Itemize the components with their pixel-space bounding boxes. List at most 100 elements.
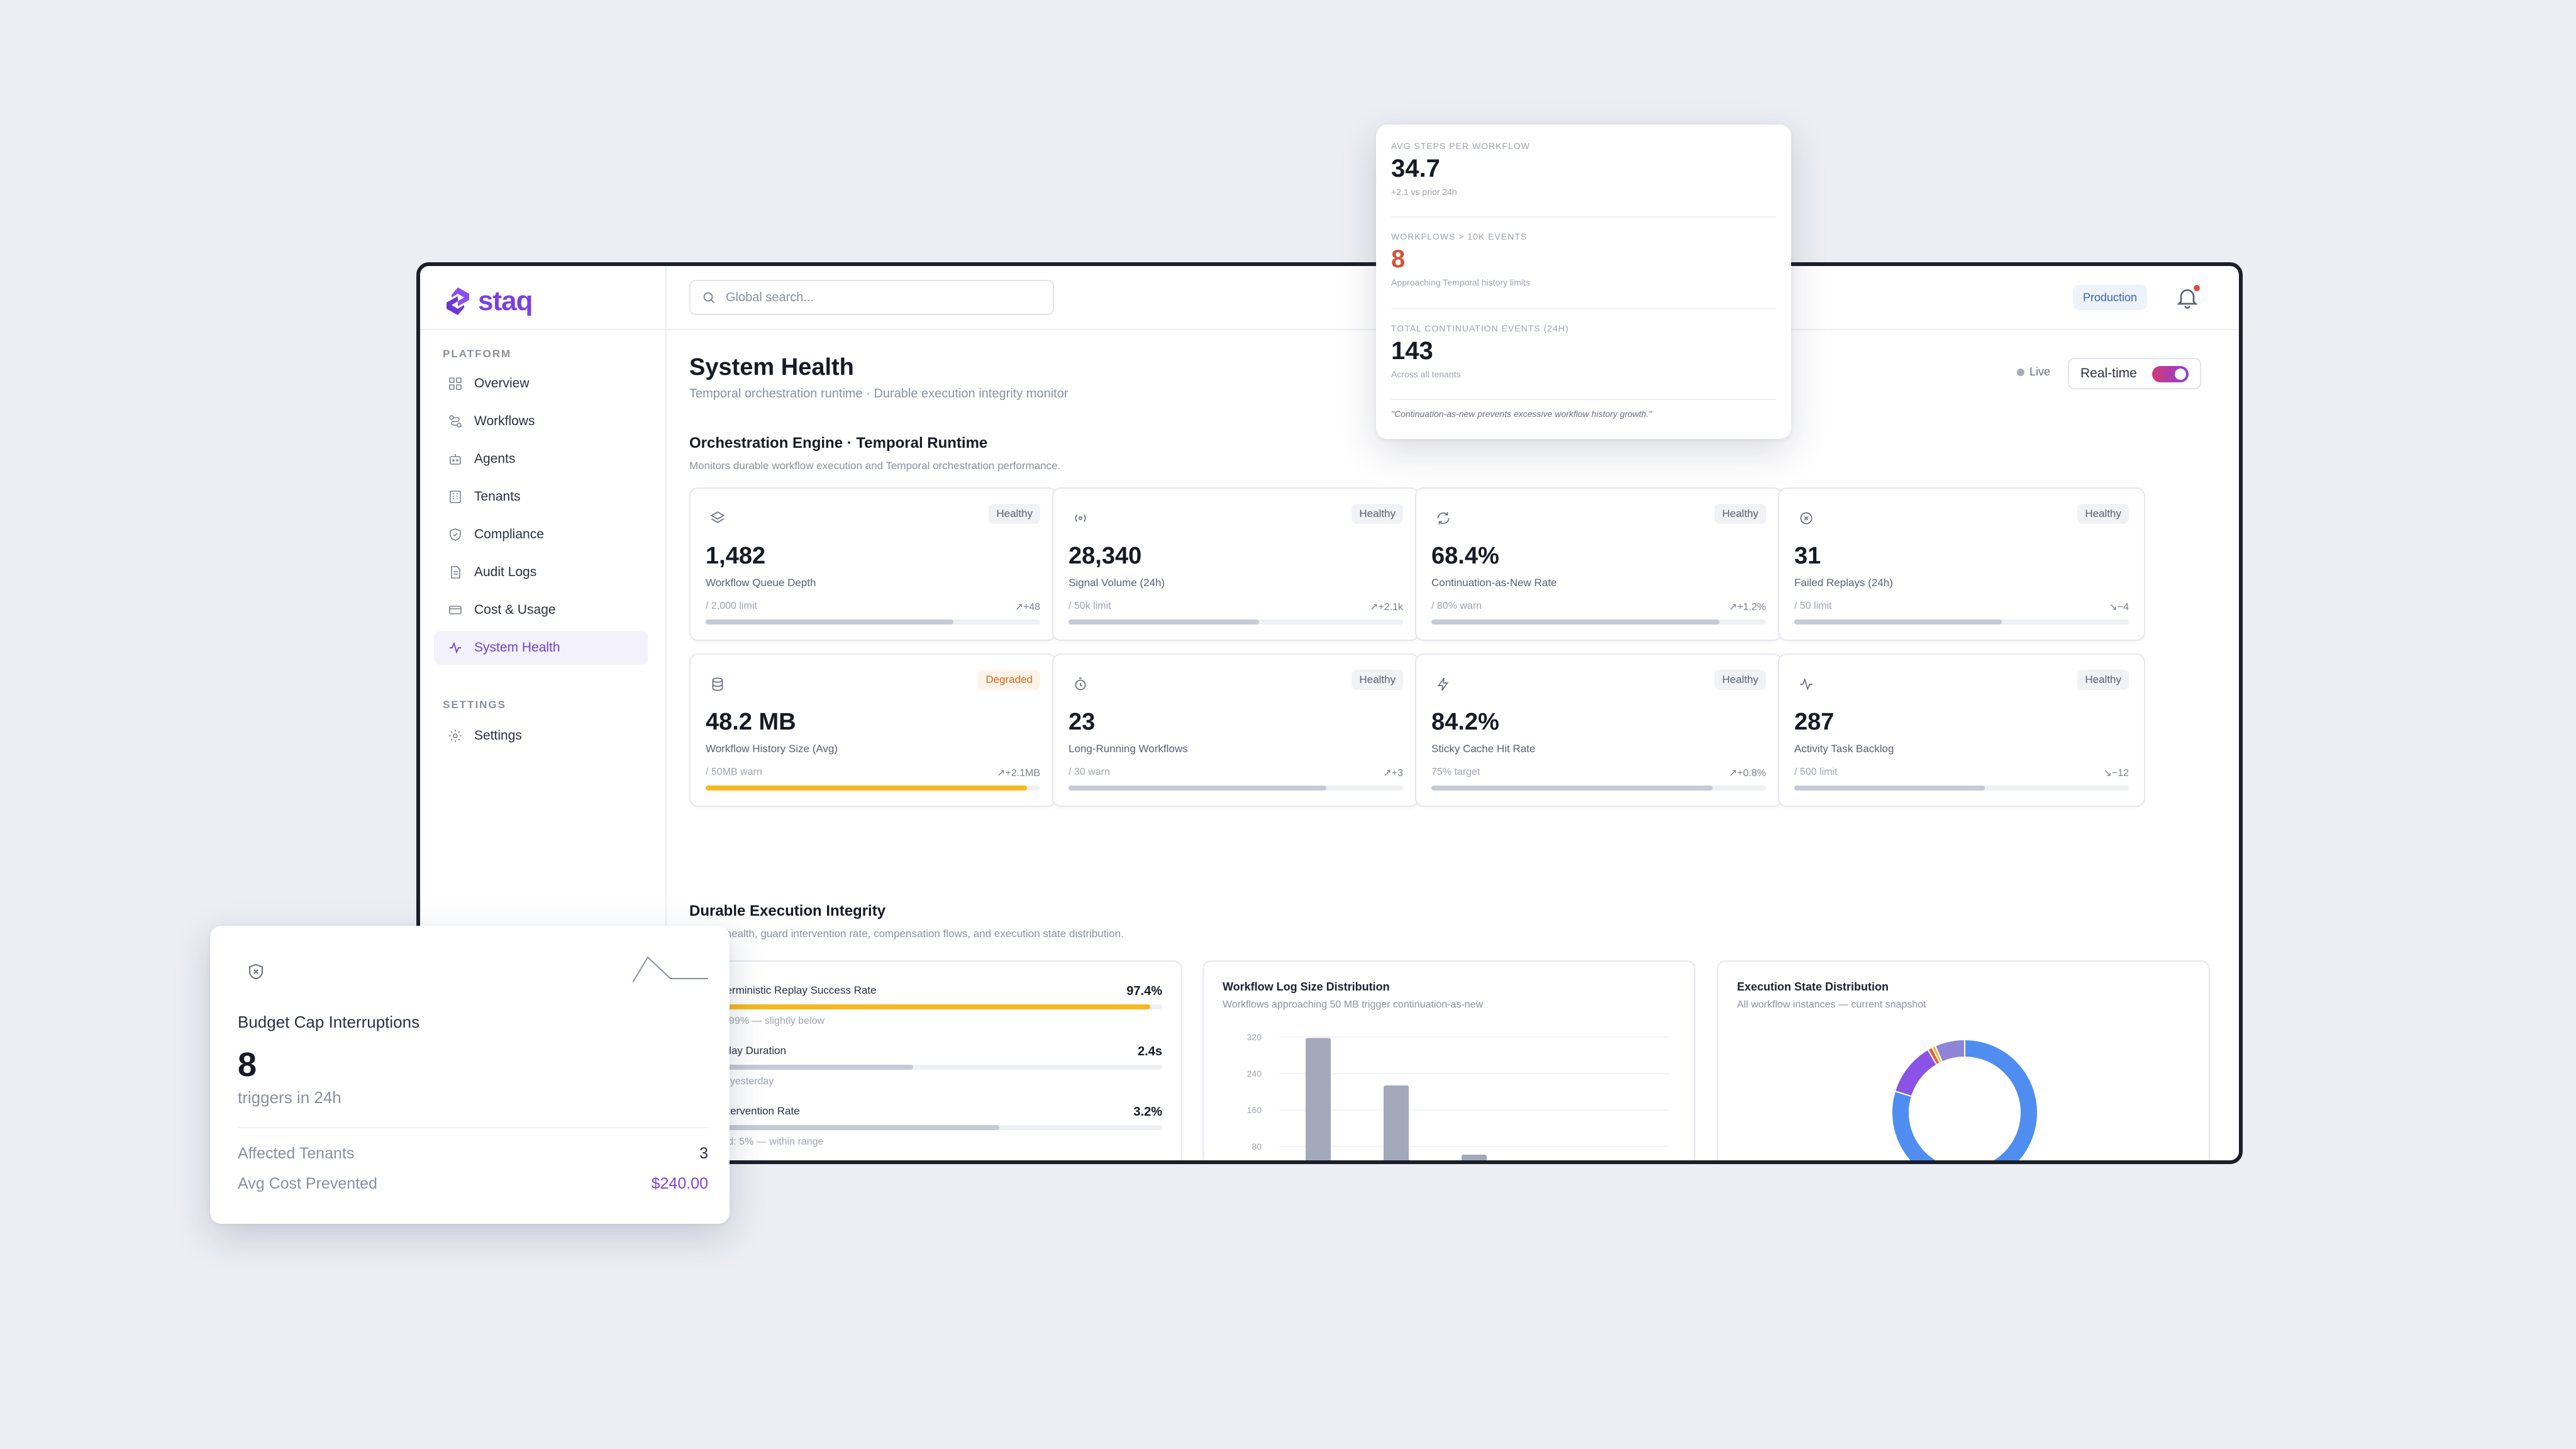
metric-progress-track [1069,619,1403,625]
logo-icon [447,287,469,315]
history-note: Across all tenants [1391,369,1461,379]
sidebar-item-audit-logs[interactable]: Audit Logs [434,555,648,589]
history-note: Approaching Temporal history limits [1391,277,1530,287]
metric-card[interactable]: Healthy 28,340 Signal Volume (24h) / 50k li… [1052,487,1419,641]
bar-1[interactable] [1384,1085,1409,1164]
budget-value: 8 [238,1046,257,1084]
brand-logo[interactable]: staq [444,284,533,319]
global-search[interactable] [689,280,1054,315]
metric-card[interactable]: Healthy 84.2% Sticky Cache Hit Rate 75% tar… [1415,653,1782,807]
search-input[interactable] [724,289,1029,306]
metric-card[interactable]: Healthy 287 Activity Task Backlog / 500 lim… [1778,653,2145,807]
sidebar-item-label: Settings [474,728,522,743]
realtime-switch[interactable] [2152,366,2189,382]
sidebar-item-overview[interactable]: Overview [434,367,648,401]
budget-divider [238,1127,708,1128]
workflow-icon [449,415,462,428]
affected-tenants-value: 3 [699,1145,708,1162]
metric-value: 48.2 MB [706,709,796,735]
metric-label: Activity Task Backlog [1794,743,1894,755]
status-badge: Healthy [2077,504,2129,524]
sidebar-item-label: Overview [474,376,530,391]
donut-slice-0[interactable] [1891,1038,2038,1164]
y-tick-label: 80 [1252,1141,1262,1152]
budget-title: Budget Cap Interruptions [238,1013,420,1031]
sidebar-divider [420,329,665,330]
chart-subtitle: Workflows approaching 50 MB trigger cont… [1223,999,1484,1010]
sidebar-item-system-health[interactable]: System Health [434,631,648,665]
section-title-orchestration: Orchestration Engine · Temporal Runtime [689,435,988,452]
metric-limit: / 30 warn [1069,767,1110,777]
sidebar-item-label: Agents [474,452,516,466]
metric-progress-track [706,786,1040,791]
replay-metric-name: Deterministic Replay Success Rate [709,984,877,996]
chart-title: Execution State Distribution [1737,980,1889,993]
sidebar-section-settings: SETTINGS [443,699,507,711]
metric-progress-track [706,619,1040,625]
metric-progress-fill [1069,619,1260,625]
history-value: 8 [1391,245,1406,273]
realtime-toggle[interactable]: Real-time [2068,358,2201,389]
replay-progress-fill [709,1125,999,1130]
sidebar-item-workflows[interactable]: Workflows [434,404,648,438]
donut-slice-1[interactable] [1894,1048,1938,1097]
sidebar-item-agents[interactable]: Agents [434,442,648,476]
replay-metric-value: 2.4s [1138,1045,1162,1058]
replay-metric-note: shold: 5% — within range [709,1136,824,1147]
card-icon [449,606,462,614]
sidebar-item-label: Workflows [474,414,535,428]
sidebar-item-settings[interactable]: Settings [434,719,648,753]
metric-limit: / 500 limit [1794,767,1838,777]
status-badge: Healthy [1714,670,1766,690]
affected-tenants-label: Affected Tenants [238,1145,355,1162]
replay-progress-fill [709,1004,1151,1009]
metric-delta: ↗+1.2% [1728,602,1766,613]
history-label: AVG STEPS PER WORKFLOW [1391,141,1530,151]
metric-label: Signal Volume (24h) [1069,577,1165,589]
replay-metric-row: Deterministic Replay Success Rate 97.4% et… [709,984,1162,1041]
shield-icon [450,528,461,541]
affected-tenants-row: Affected Tenants 3 [238,1145,708,1163]
metric-limit: / 50 limit [1794,601,1832,611]
activity-icon [1800,677,1813,691]
metric-card[interactable]: Healthy 68.4% Continuation-as-New Rate / 80… [1415,487,1782,641]
metric-progress-track [1431,619,1766,625]
bar-2[interactable] [1462,1155,1487,1164]
metric-card[interactable]: Healthy 1,482 Workflow Queue Depth / 2,000 … [689,487,1057,641]
replay-metric-value: 3.2% [1133,1105,1162,1119]
donut-slice-4[interactable] [1934,1038,1965,1063]
sidebar-item-cost-usage[interactable]: Cost & Usage [434,593,648,627]
document-icon [451,566,460,579]
section-subtitle-integrity: Replay health, guard intervention rate, … [689,928,1124,940]
shield-x-icon [249,963,263,980]
metric-delta: ↗+2.1MB [997,768,1040,779]
status-badge: Degraded [978,670,1040,690]
building-icon [450,491,461,503]
x-circle-icon [1800,512,1813,525]
metric-card[interactable]: Degraded 48.2 MB Workflow History Size (Av… [689,653,1057,807]
environment-badge[interactable]: Production [2072,285,2147,310]
section-title-integrity: Durable Execution Integrity [689,902,886,919]
main-content: System Health Temporal orchestration run… [665,329,2239,1160]
budget-cap-card: Budget Cap Interruptions 8 triggers in 2… [210,926,730,1224]
sidebar-item-compliance[interactable]: Compliance [434,518,648,552]
metric-card[interactable]: Healthy 31 Failed Replays (24h) / 50 limit ↘… [1778,487,2145,641]
history-divider [1391,308,1776,309]
replay-metric-row: d Intervention Rate 3.2% shold: 5% — withi… [709,1105,1162,1160]
brand-name: staq [478,286,533,316]
status-badge: Healthy [989,504,1040,524]
sidebar-item-tenants[interactable]: Tenants [434,480,648,514]
replay-metric-note: et ≥ 99% — slightly below [709,1016,825,1026]
metric-label: Failed Replays (24h) [1794,577,1893,589]
metric-card[interactable]: Healthy 23 Long-Running Workflows / 30 warn… [1052,653,1419,807]
metric-label: Workflow Queue Depth [706,577,816,589]
live-dot [2016,368,2024,376]
metric-delta: ↗+0.8% [1728,768,1766,779]
metric-progress-track [1431,786,1766,791]
sidebar-item-label: Compliance [474,527,544,541]
bar-0[interactable] [1306,1038,1331,1164]
bell-icon[interactable] [2175,285,2200,310]
metric-label: Long-Running Workflows [1069,743,1188,755]
avg-cost-value: $240.00 [651,1175,708,1192]
gear-icon [449,730,462,742]
